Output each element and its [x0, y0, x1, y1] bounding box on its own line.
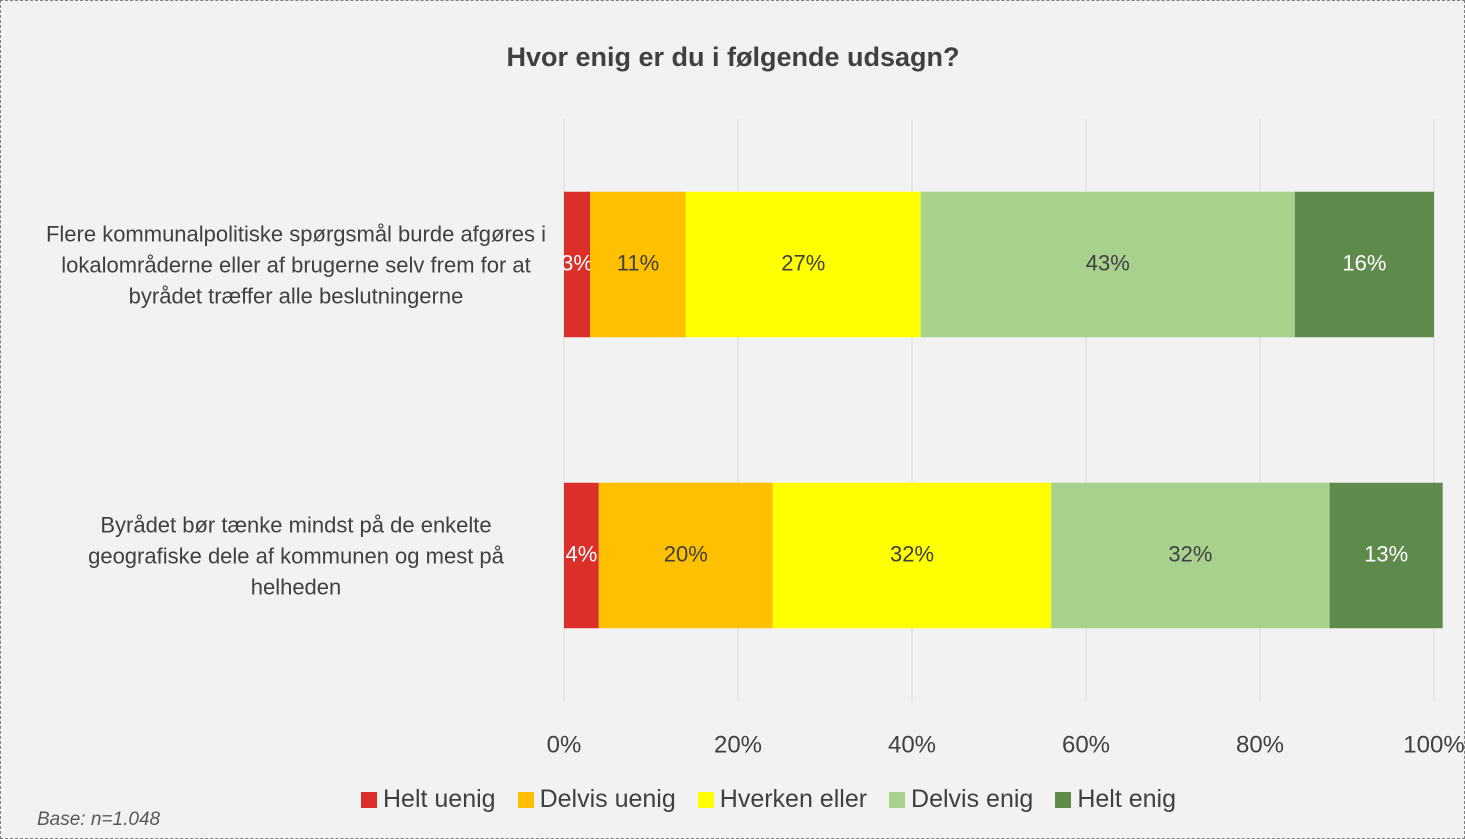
bar-segment [564, 191, 591, 338]
x-tick-label: 20% [714, 731, 762, 758]
data-label: 11% [617, 250, 659, 275]
x-tick-label: 0% [547, 731, 582, 758]
note: Base: n=1.048 [37, 809, 161, 830]
data-label: 43% [1086, 250, 1130, 275]
legend-swatch [697, 791, 714, 808]
x-tick-label: 80% [1236, 731, 1284, 758]
bar-segment [590, 191, 686, 338]
bar-segment [564, 482, 599, 629]
data-label: 32% [1168, 541, 1212, 566]
bar-segment [685, 191, 921, 338]
legend-swatch [361, 791, 377, 808]
chart-title: Hvor enig er du i følgende udsagn? [506, 42, 959, 72]
legend-label: Delvis enig [911, 785, 1034, 813]
legend-label: Helt uenig [383, 785, 496, 813]
bar-segment [1294, 191, 1434, 338]
data-label: 27% [781, 250, 825, 275]
legend-label: Delvis uenig [539, 785, 676, 813]
data-label: 32% [890, 541, 934, 566]
data-label: 20% [664, 541, 708, 566]
legend-item: Delvis uenig [517, 785, 676, 814]
category-label: Byrådet bør tænke mindst på de enkelte g… [88, 512, 504, 599]
data-label: 3% [561, 250, 593, 275]
legend: Helt uenig Delvis uenig Hverken eller Delvi… [71, 785, 1465, 814]
bar-segment [598, 482, 773, 629]
legend-label: Helt enig [1077, 785, 1176, 813]
bar-segment [1329, 482, 1443, 629]
legend-swatch [889, 791, 906, 808]
x-tick-label: 60% [1062, 731, 1110, 758]
x-tick-label: 100% [1403, 731, 1464, 758]
bar-segment [1051, 482, 1330, 629]
legend-swatch [1055, 791, 1072, 808]
legend-swatch [517, 791, 534, 808]
data-label: 16% [1342, 250, 1386, 275]
legend-label: Hverken eller [719, 785, 868, 813]
data-label: 13% [1364, 541, 1408, 566]
category-label: Flere kommunalpolitiske spørgsmål burde … [45, 221, 547, 308]
legend-item: Hverken eller [697, 785, 868, 814]
bar-segment [772, 482, 1052, 629]
legend-item: Delvis enig [889, 785, 1033, 814]
legend-item: Helt uenig [361, 785, 496, 814]
data-label: 4% [566, 541, 598, 566]
legend-item: Helt enig [1055, 785, 1176, 814]
x-tick-label: 40% [888, 731, 936, 758]
bar-segment [920, 191, 1295, 338]
